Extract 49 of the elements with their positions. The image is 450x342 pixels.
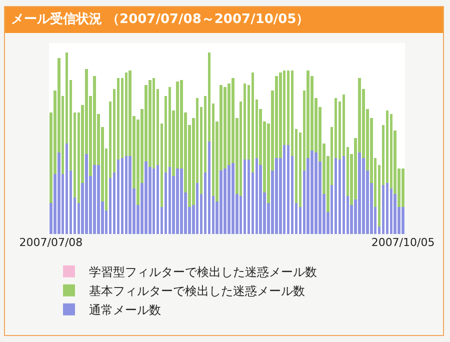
bar: [382, 185, 385, 234]
bar: [220, 170, 222, 234]
bar: [128, 156, 132, 234]
bar: [232, 163, 234, 234]
bar: [208, 141, 211, 234]
bar: [97, 165, 100, 234]
x-tick-label: 2007/10/05: [371, 236, 435, 249]
bar: [243, 160, 246, 234]
bar: [358, 152, 361, 234]
bar: [196, 183, 199, 234]
bar: [156, 165, 160, 234]
bar: [228, 165, 230, 234]
bar: [286, 145, 290, 234]
bar: [176, 168, 179, 234]
bar: [402, 206, 404, 234]
bar: [168, 166, 172, 234]
x-tick-label: 2007/07/08: [19, 236, 83, 249]
bar: [224, 168, 226, 234]
bar: [58, 152, 60, 234]
chart-title: メール受信状況 （2007/07/08～2007/10/05）: [5, 7, 443, 33]
bar: [120, 158, 124, 234]
bar: [148, 80, 152, 167]
bar: [282, 145, 286, 234]
bar: [65, 143, 68, 234]
bar: [342, 156, 346, 234]
bar: [152, 168, 156, 234]
bar: [180, 168, 183, 234]
bar: [402, 168, 404, 207]
bar: [334, 158, 338, 234]
bar: [116, 160, 120, 234]
bar: [275, 158, 278, 234]
bar: [247, 160, 250, 234]
bar: [124, 72, 128, 156]
bar: [251, 72, 254, 172]
legend-label: 学習型フィルターで検出した迷惑メール数: [89, 265, 317, 280]
bar: [144, 161, 148, 234]
bar: [93, 165, 96, 234]
bar: [255, 158, 258, 234]
bar: [279, 72, 282, 158]
bar: [310, 150, 314, 234]
bar: [386, 183, 389, 234]
bar: [85, 154, 88, 234]
bar: [152, 78, 156, 169]
bar: [338, 160, 342, 234]
bar: [124, 156, 128, 234]
legend-label: 基本フィルターで検出した迷惑メール数: [89, 284, 305, 298]
bar: [224, 87, 226, 169]
bar: [314, 152, 318, 234]
legend-label: 通常メール数: [89, 303, 161, 318]
